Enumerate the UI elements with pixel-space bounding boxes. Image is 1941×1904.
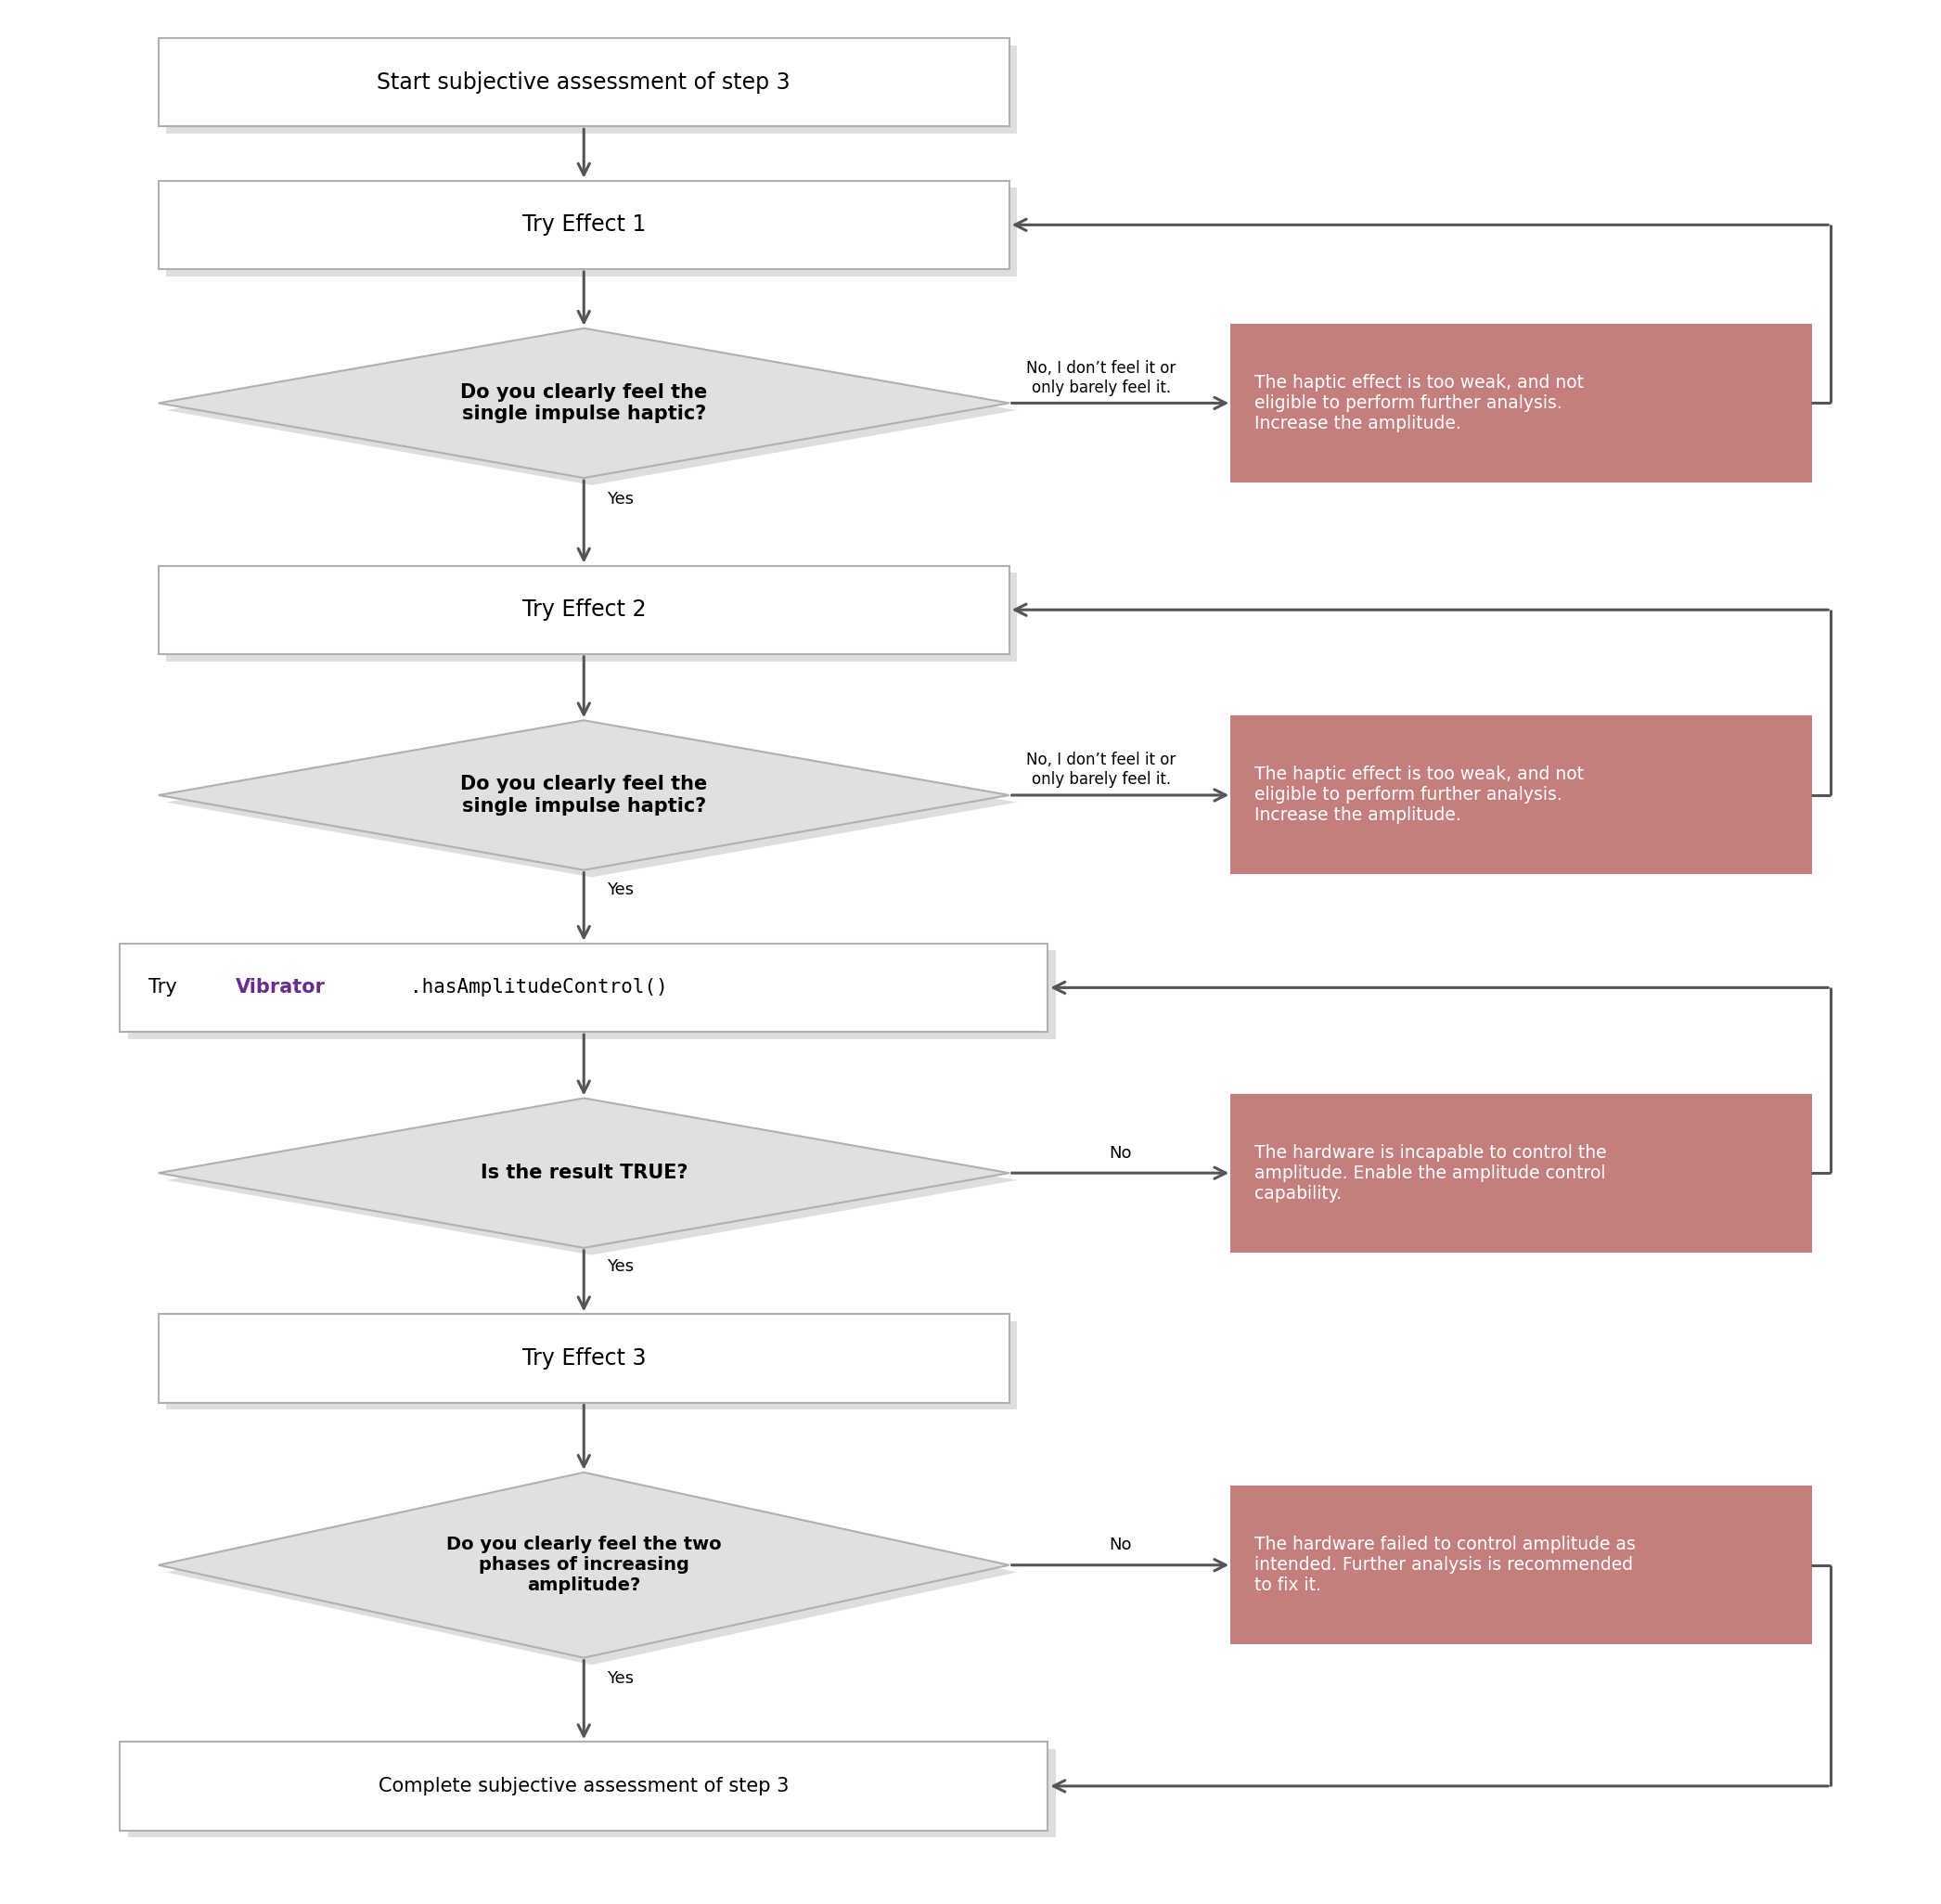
- Polygon shape: [159, 1472, 1009, 1658]
- Text: Start subjective assessment of step 3: Start subjective assessment of step 3: [377, 70, 790, 93]
- FancyBboxPatch shape: [128, 1750, 1056, 1837]
- FancyBboxPatch shape: [167, 46, 1017, 133]
- Text: No: No: [1108, 1537, 1132, 1554]
- Text: Try Effect 1: Try Effect 1: [522, 213, 646, 236]
- FancyBboxPatch shape: [1231, 326, 1811, 482]
- FancyBboxPatch shape: [120, 944, 1048, 1032]
- Text: Complete subjective assessment of step 3: Complete subjective assessment of step 3: [378, 1776, 790, 1795]
- Polygon shape: [167, 1479, 1017, 1664]
- Text: Yes: Yes: [608, 491, 635, 508]
- Text: No: No: [1108, 1144, 1132, 1161]
- FancyBboxPatch shape: [159, 1314, 1009, 1403]
- Text: No, I don’t feel it or
only barely feel it.: No, I don’t feel it or only barely feel …: [1027, 752, 1176, 788]
- FancyBboxPatch shape: [120, 1742, 1048, 1830]
- FancyBboxPatch shape: [159, 181, 1009, 268]
- Text: The hardware failed to control amplitude as
intended. Further analysis is recomm: The hardware failed to control amplitude…: [1254, 1537, 1636, 1594]
- Text: .hasAmplitudeControl(): .hasAmplitudeControl(): [410, 979, 668, 998]
- Text: Do you clearly feel the
single impulse haptic?: Do you clearly feel the single impulse h…: [460, 383, 707, 423]
- Text: Try Effect 2: Try Effect 2: [522, 598, 646, 621]
- Text: Yes: Yes: [608, 882, 635, 897]
- Text: Yes: Yes: [608, 1259, 635, 1274]
- Text: No, I don’t feel it or
only barely feel it.: No, I don’t feel it or only barely feel …: [1027, 360, 1176, 396]
- Text: The hardware is incapable to control the
amplitude. Enable the amplitude control: The hardware is incapable to control the…: [1254, 1144, 1607, 1201]
- Text: The haptic effect is too weak, and not
eligible to perform further analysis.
Inc: The haptic effect is too weak, and not e…: [1254, 765, 1584, 824]
- FancyBboxPatch shape: [1231, 716, 1811, 874]
- FancyBboxPatch shape: [167, 1321, 1017, 1409]
- FancyBboxPatch shape: [167, 573, 1017, 661]
- Polygon shape: [159, 720, 1009, 870]
- Polygon shape: [167, 335, 1017, 486]
- Polygon shape: [159, 1099, 1009, 1247]
- FancyBboxPatch shape: [1231, 1487, 1811, 1643]
- Text: Vibrator: Vibrator: [237, 979, 326, 998]
- FancyBboxPatch shape: [159, 565, 1009, 653]
- Text: Do you clearly feel the two
phases of increasing
amplitude?: Do you clearly feel the two phases of in…: [446, 1537, 722, 1594]
- Polygon shape: [167, 727, 1017, 878]
- FancyBboxPatch shape: [128, 950, 1056, 1040]
- Text: Yes: Yes: [608, 1670, 635, 1687]
- Text: The haptic effect is too weak, and not
eligible to perform further analysis.
Inc: The haptic effect is too weak, and not e…: [1254, 373, 1584, 432]
- Text: Try Effect 3: Try Effect 3: [522, 1348, 646, 1369]
- Text: Do you clearly feel the
single impulse haptic?: Do you clearly feel the single impulse h…: [460, 775, 707, 815]
- FancyBboxPatch shape: [1231, 1095, 1811, 1251]
- Text: Try: Try: [149, 979, 184, 998]
- Text: Is the result TRUE?: Is the result TRUE?: [479, 1163, 687, 1182]
- FancyBboxPatch shape: [159, 38, 1009, 126]
- Polygon shape: [167, 1104, 1017, 1255]
- Polygon shape: [159, 327, 1009, 478]
- FancyBboxPatch shape: [167, 188, 1017, 276]
